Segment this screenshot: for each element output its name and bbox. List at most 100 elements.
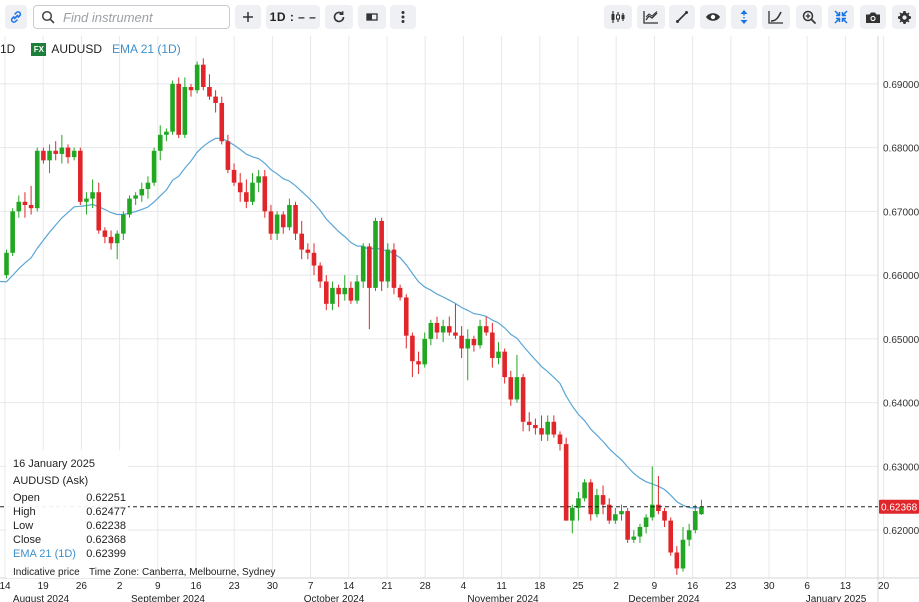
candle-body [391,249,397,288]
fit-screen-button[interactable] [828,5,854,29]
candle [625,507,630,543]
price-tick-label: 0.69000 [883,80,919,91]
candle [354,275,360,304]
candle-body [336,287,341,295]
price-tick-label: 0.67000 [883,207,919,218]
candle-body [606,504,612,521]
candle [237,173,243,202]
candle [71,147,77,161]
candle-body [71,150,77,158]
candle [34,147,40,212]
legend-symbol[interactable]: AUDUSD [51,42,103,56]
candle-body [465,338,471,349]
candle [145,176,151,199]
candle-body [274,214,280,234]
candle [656,475,661,515]
settings-button[interactable] [892,5,916,29]
refresh-button[interactable] [325,5,353,29]
candle [490,322,495,368]
draw-line-button[interactable] [669,5,695,29]
month-label: September 2024 [131,594,205,602]
candle-body [619,511,624,515]
candle [311,243,317,276]
candle-body [576,498,581,508]
chart-type-button[interactable] [358,5,386,29]
candle-body [188,87,194,91]
candle-body [477,326,483,346]
add-button[interactable] [235,5,261,29]
last-price-badge [879,499,919,514]
timeframe-selector[interactable]: 1D : – – [266,5,320,29]
candle [545,415,550,441]
candle [41,147,46,164]
candle-body [96,192,102,231]
candle [594,488,600,518]
zoom-button[interactable] [796,5,822,29]
price-chart[interactable]: 0.69000 0.68000 0.67000 0.66000 0.65000 0.640… [0,36,919,602]
candle [65,144,71,164]
candle-body [422,338,427,365]
candle [176,77,181,139]
candle-body [416,361,421,365]
candle-body [311,252,317,266]
vertical-fit-button[interactable] [731,5,757,29]
candle-body [268,211,274,234]
candle [403,294,409,349]
candle [385,243,391,288]
candle-body [41,150,46,161]
candle [619,504,624,521]
visibility-button[interactable] [700,5,726,29]
time-zone-note: Time Zone: Canberra, Melbourne, Sydney [89,567,276,578]
candle [84,192,89,215]
more-options-button[interactable] [390,5,416,29]
candle [440,319,446,343]
candle [582,479,587,502]
candle [526,412,532,432]
plus-icon [243,12,253,22]
candle [576,491,581,521]
legend-indicator[interactable]: EMA 21 (1D) [112,42,181,56]
date-tick-label: 2 [117,581,123,592]
candle [182,77,188,139]
candle [287,198,292,231]
date-tick-label: 19 [38,581,50,592]
candle-body [65,147,71,158]
candle-body [674,552,680,569]
candle-body [403,297,409,336]
candle-body [151,150,157,183]
timeframe-label: 1D : – – [269,10,317,24]
candle [631,530,637,543]
trend-line-icon [676,11,688,23]
candle [317,262,323,288]
last-price-label: 0.62368 [881,503,918,514]
candle [483,316,489,336]
candle [274,211,280,241]
candle-body [170,83,175,132]
candle [164,128,169,142]
search-input[interactable] [63,7,223,27]
date-tick-label: 23 [229,581,241,592]
candle-body [447,326,452,333]
studies-button[interactable] [637,5,665,29]
candle-body [496,351,501,359]
candle [324,275,329,311]
date-tick-label: 11 [496,581,507,592]
candle [151,147,157,186]
candle [563,437,569,521]
candle [533,418,538,435]
candle-body [600,495,606,505]
price-tick-label: 0.62000 [883,526,919,537]
candle-body [367,246,372,288]
candle-body [643,517,649,527]
candle [662,507,667,527]
month-label: October 2024 [304,594,365,602]
link-button[interactable] [5,5,27,29]
candle [268,204,274,241]
candle [102,227,108,244]
indicators-button[interactable] [604,5,632,29]
screenshot-button[interactable] [860,5,886,29]
candle [201,58,206,91]
search-icon [41,10,55,24]
curve-tool-button[interactable] [762,5,790,29]
infobox-open-row: Open 0.62251 [13,492,126,504]
